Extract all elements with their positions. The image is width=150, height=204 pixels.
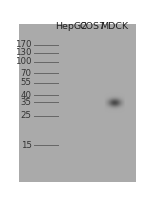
Text: 170: 170 bbox=[15, 40, 31, 49]
FancyBboxPatch shape bbox=[103, 35, 104, 182]
FancyBboxPatch shape bbox=[82, 35, 83, 182]
Text: 130: 130 bbox=[15, 48, 31, 57]
Text: 15: 15 bbox=[21, 141, 32, 150]
Text: 100: 100 bbox=[15, 57, 31, 66]
FancyBboxPatch shape bbox=[58, 35, 135, 182]
Text: 25: 25 bbox=[21, 111, 32, 120]
Text: COS7: COS7 bbox=[80, 22, 106, 31]
Text: MDCK: MDCK bbox=[100, 22, 128, 31]
FancyBboxPatch shape bbox=[124, 35, 135, 182]
Text: 40: 40 bbox=[21, 91, 32, 100]
Text: 55: 55 bbox=[21, 78, 32, 87]
Text: HepG2: HepG2 bbox=[56, 22, 88, 31]
Text: 35: 35 bbox=[21, 98, 32, 107]
Text: 70: 70 bbox=[21, 69, 32, 78]
